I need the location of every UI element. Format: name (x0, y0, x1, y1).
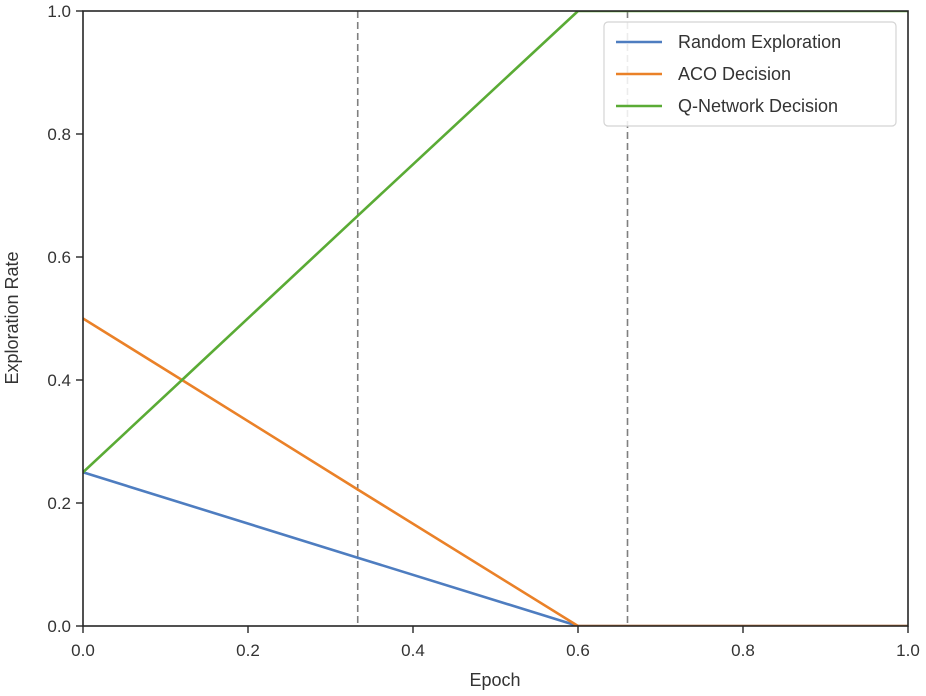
plot-frame (82, 10, 909, 627)
x-axis-label: Epoch (469, 670, 520, 690)
legend-label: Q-Network Decision (678, 96, 838, 116)
x-axis-ticks: 0.0 0.2 0.4 0.6 0.8 1.0 (71, 626, 920, 660)
legend-item: Q-Network Decision (616, 96, 838, 116)
series-line-aco-decision (83, 317, 908, 626)
y-tick-label: 0.6 (47, 248, 71, 267)
legend-label: Random Exploration (678, 32, 841, 52)
legend-label: ACO Decision (678, 64, 791, 84)
y-axis-ticks: 0.0 0.2 0.4 0.6 0.8 1.0 (47, 2, 83, 636)
y-tick-label: 0.8 (47, 125, 71, 144)
legend-item: Random Exploration (616, 32, 841, 52)
legend: Random Exploration ACO Decision Q-Network … (603, 21, 897, 127)
legend-box (603, 21, 897, 127)
series-line-random-exploration (83, 471, 908, 626)
y-tick-label: 1.0 (47, 2, 71, 21)
series-lines (83, 11, 908, 626)
y-axis-label: Exploration Rate (2, 251, 22, 384)
y-tick-label: 0.2 (47, 494, 71, 513)
y-tick-label: 0.4 (47, 371, 71, 390)
legend-item: ACO Decision (616, 64, 791, 84)
reference-lines (356, 11, 629, 626)
x-tick-label: 0.8 (731, 641, 755, 660)
series-line-q-network-decision (83, 11, 908, 474)
x-tick-label: 0.6 (566, 641, 590, 660)
x-tick-label: 1.0 (896, 641, 920, 660)
axes (82, 10, 909, 627)
x-tick-label: 0.0 (71, 641, 95, 660)
x-tick-label: 0.4 (401, 641, 425, 660)
y-tick-label: 0.0 (47, 617, 71, 636)
x-tick-label: 0.2 (236, 641, 260, 660)
